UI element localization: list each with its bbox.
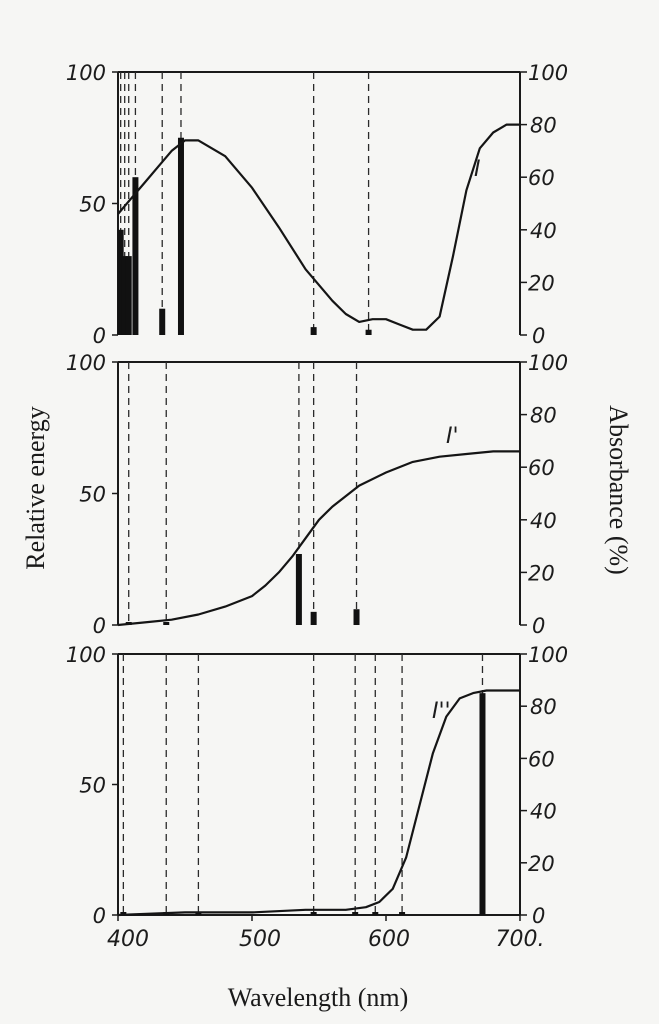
- emission-bar: [159, 308, 166, 335]
- series-label: I': [446, 424, 459, 449]
- emission-bar: [352, 912, 359, 915]
- right-tick-label: 0: [532, 614, 545, 638]
- right-tick-label: 20: [528, 271, 555, 295]
- absorbance-curve: [117, 689, 520, 917]
- emission-bar: [177, 137, 184, 335]
- x-axis-label: Wavelength (nm): [228, 983, 409, 1012]
- emission-bar: [365, 329, 372, 335]
- right-tick-label: 60: [528, 456, 555, 480]
- emission-bar: [310, 327, 317, 335]
- x-tick-label: 600: [368, 927, 410, 952]
- x-tick-label: 700.: [496, 927, 545, 952]
- emission-bar: [117, 229, 124, 335]
- emission-bar: [399, 912, 406, 915]
- x-tick-label: 400: [107, 927, 149, 952]
- right-tick-label: 40: [530, 509, 557, 533]
- left-tick-label: 50: [79, 483, 106, 507]
- x-tick-label: 500: [239, 927, 281, 952]
- right-tick-label: 60: [528, 166, 555, 190]
- emission-bar: [125, 256, 132, 335]
- absorbance-curve: [117, 450, 520, 627]
- left-tick-label: 100: [66, 351, 106, 375]
- left-tick-label: 0: [93, 324, 106, 348]
- right-tick-label: 60: [528, 747, 555, 771]
- emission-bar: [163, 622, 170, 625]
- right-axis-label: Absorbance (%): [604, 405, 633, 575]
- emission-bar: [295, 553, 302, 625]
- right-tick-label: 80: [530, 695, 557, 719]
- emission-bar: [372, 912, 379, 915]
- series-label: I: [474, 157, 481, 182]
- emission-bar: [120, 912, 127, 915]
- left-axis-label: Relative energy: [21, 406, 50, 569]
- right-tick-label: 20: [528, 852, 555, 876]
- emission-bar: [132, 177, 139, 335]
- emission-bar: [353, 609, 360, 625]
- emission-bar: [479, 693, 486, 915]
- right-tick-label: 40: [530, 800, 557, 824]
- right-tick-label: 80: [530, 114, 557, 138]
- right-tick-label: 40: [530, 219, 557, 243]
- left-tick-label: 0: [93, 904, 106, 928]
- right-tick-label: 100: [528, 61, 568, 85]
- right-tick-label: 0: [532, 324, 545, 348]
- right-tick-label: 100: [528, 351, 568, 375]
- emission-bar: [121, 256, 128, 335]
- x-tick-labels: 400 500 600 700.: [107, 927, 544, 952]
- series-label: I'': [432, 699, 451, 724]
- left-tick-label: 100: [66, 643, 106, 667]
- panel-top: 100 50 0 100 80 60 40 20 0 I: [66, 61, 568, 348]
- left-tick-label: 50: [79, 193, 106, 217]
- emission-bar: [310, 611, 317, 625]
- left-tick-label: 50: [79, 774, 106, 798]
- left-tick-label: 100: [66, 61, 106, 85]
- emission-bar: [310, 912, 317, 915]
- right-tick-label: 0: [532, 904, 545, 928]
- panels-layer: 100500100806040200I100500100806040200I'1…: [66, 61, 568, 928]
- left-tick-label: 0: [93, 614, 106, 638]
- right-tick-label: 80: [530, 404, 557, 428]
- right-tick-label: 100: [528, 643, 568, 667]
- panel-middle: 100 50 0 100 80 60 40 20 0 I': [66, 351, 568, 638]
- right-tick-label: 20: [528, 561, 555, 585]
- absorbance-curve: [117, 123, 520, 331]
- panel-bottom: 100 50 0 100 80 60 40 20 0 I'': [66, 643, 568, 928]
